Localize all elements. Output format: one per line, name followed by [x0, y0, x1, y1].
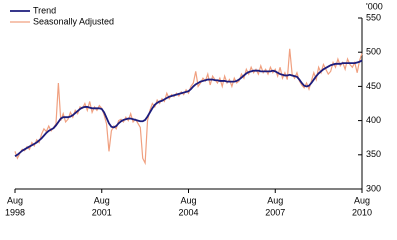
x-tick-label: Aug	[7, 195, 23, 205]
x-tick-label: Aug	[354, 195, 370, 205]
x-tick-label: 1998	[5, 207, 25, 217]
y-tick-label: 550	[366, 12, 381, 22]
x-tick-label: 2004	[178, 207, 198, 217]
x-tick-label: 2010	[352, 207, 372, 217]
chart: 300 350 400 450 500 550'000 Aug 1998 Aug 2001 Aug 2…	[5, 1, 383, 217]
x-tick-label: Aug	[180, 195, 196, 205]
y-tick-label: 350	[366, 149, 381, 159]
y-tick-label: 450	[366, 81, 381, 91]
y-tick-label: 300	[366, 183, 381, 193]
x-tick-label: Aug	[267, 195, 283, 205]
series-line	[14, 48, 363, 166]
y-tick-label: 500	[366, 47, 381, 57]
legend-label: Trend	[33, 5, 56, 15]
series-line	[14, 59, 363, 157]
y-tick-label: 400	[366, 115, 381, 125]
x-tick-label: 2001	[92, 207, 112, 217]
x-tick-label: Aug	[94, 195, 110, 205]
x-tick-label: 2007	[265, 207, 285, 217]
y-unit: '000	[366, 1, 383, 11]
legend-label: Seasonally Adjusted	[33, 16, 114, 26]
